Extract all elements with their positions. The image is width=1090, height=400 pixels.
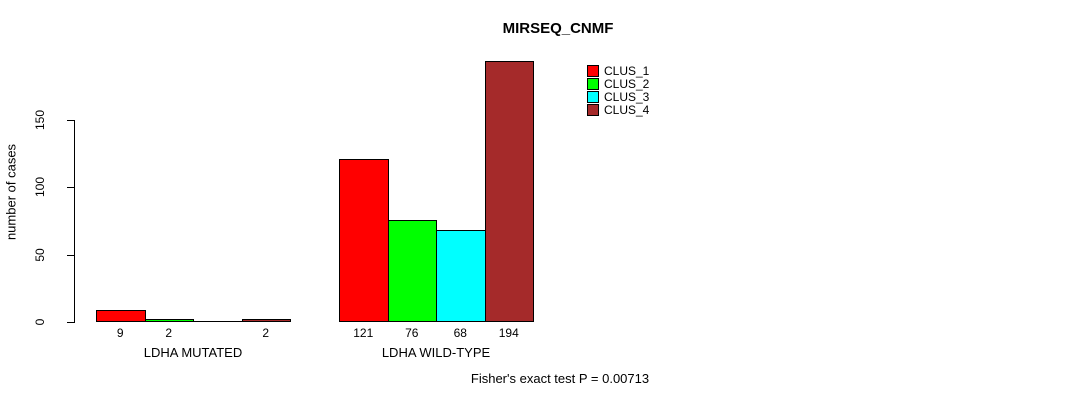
bar-value-label: 2: [165, 326, 173, 340]
chart-title: MIRSEQ_CNMF: [502, 20, 614, 37]
y-tick-mark: [67, 120, 74, 121]
y-tick-label: 150: [33, 109, 47, 131]
bar-zero-line: [193, 321, 243, 322]
bar-value-label: 2: [262, 326, 270, 340]
bar: [387, 219, 437, 322]
y-tick-label: 0: [33, 318, 47, 326]
legend-item-label: CLUS_2: [604, 77, 650, 91]
legend-swatch: [587, 65, 599, 77]
bar: [436, 230, 486, 322]
y-tick-mark: [67, 322, 74, 323]
y-tick-mark: [67, 254, 74, 256]
bar-value-label: 68: [453, 326, 467, 340]
legend-item-label: CLUS_3: [604, 90, 650, 104]
bar-value-label: 194: [498, 326, 519, 340]
bar: [484, 60, 534, 322]
legend-swatch: [587, 104, 599, 116]
bar-value-label: 76: [405, 326, 419, 340]
legend-item-label: CLUS_4: [604, 103, 650, 117]
y-tick-label: 50: [33, 247, 47, 262]
bar: [144, 319, 194, 322]
legend-swatch: [587, 78, 599, 90]
bar-value-label: 9: [116, 326, 124, 340]
bar-value-label: 121: [353, 326, 374, 340]
bar: [96, 309, 146, 322]
legend-swatch: [587, 91, 599, 103]
statistical-test-footnote: Fisher's exact test P = 0.00713: [470, 371, 650, 386]
legend-item-label: CLUS_1: [604, 64, 650, 78]
bar: [241, 319, 291, 322]
y-axis-label: number of cases: [3, 143, 19, 241]
bar: [339, 159, 389, 322]
y-axis-line: [74, 120, 75, 323]
y-tick-mark: [67, 187, 74, 189]
y-tick-label: 100: [33, 177, 47, 198]
group-label: LDHA MUTATED: [143, 345, 243, 360]
group-label: LDHA WILD-TYPE: [381, 345, 491, 360]
